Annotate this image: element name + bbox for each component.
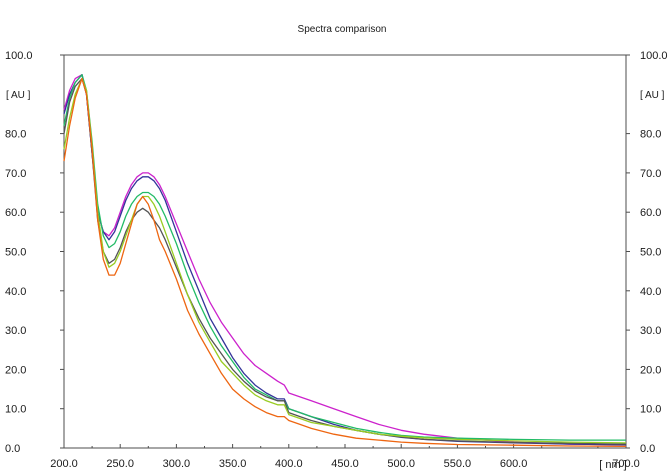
x-tick-label: 350.0 — [219, 458, 247, 470]
y-tick-label: 20.0 — [5, 364, 26, 376]
series-line-1 — [63, 74, 627, 446]
y-tick-label-right: 40.0 — [640, 286, 661, 298]
x-tick-label: 400.0 — [275, 458, 303, 470]
y-tick-label: 40.0 — [5, 286, 26, 298]
x-tick-label: 500.0 — [387, 458, 415, 470]
x-tick-label: 250.0 — [106, 458, 134, 470]
series-group — [63, 74, 627, 448]
x-tick-label: 600.0 — [500, 458, 528, 470]
series-line-2 — [63, 74, 627, 446]
y-tick-label: 10.0 — [5, 404, 26, 416]
y-axis-label: [ AU ] — [6, 90, 31, 101]
series-line-4 — [63, 77, 627, 445]
y-tick-label: 50.0 — [5, 247, 26, 259]
y-tick-label-right: 70.0 — [640, 168, 661, 180]
x-tick-label: 450.0 — [331, 458, 359, 470]
y-tick-label: 80.0 — [5, 129, 26, 141]
plot-frame — [63, 54, 627, 449]
y-tick-label-right: 100.0 — [640, 50, 668, 62]
y-tick-label: 60.0 — [5, 207, 26, 219]
y-tick-label-right: 30.0 — [640, 325, 661, 337]
x-axis-label: [ nm ] — [599, 459, 627, 471]
y-tick-label-right: 50.0 — [640, 247, 661, 259]
y-tick-label-right: 80.0 — [640, 129, 661, 141]
x-tick-label: 200.0 — [50, 458, 78, 470]
y-tick-label-right: 20.0 — [640, 364, 661, 376]
y-tick-label-right: 10.0 — [640, 404, 661, 416]
y-tick-label-right: 60.0 — [640, 207, 661, 219]
chart-title: Spectra comparison — [298, 24, 387, 35]
axis-group: 200.0 250.0 300.0 350.0 400.0 450.0 500.0 550.0… — [5, 50, 668, 470]
x-tick-label: 700.0 — [612, 458, 640, 470]
x-tick-label: 550.0 — [444, 458, 472, 470]
x-tick-label: 300.0 — [163, 458, 191, 470]
series-line-5 — [63, 77, 627, 444]
series-line-3 — [63, 74, 626, 441]
y-tick-label: 0.0 — [5, 443, 20, 455]
y-tick-label: 70.0 — [5, 168, 26, 180]
series-line-6 — [63, 77, 627, 448]
y-tick-label-right: 0.0 — [640, 443, 655, 455]
y-tick-label: 30.0 — [5, 325, 26, 337]
y-axis-label-right: [ AU ] — [640, 90, 665, 101]
y-tick-label: 100.0 — [5, 50, 33, 62]
